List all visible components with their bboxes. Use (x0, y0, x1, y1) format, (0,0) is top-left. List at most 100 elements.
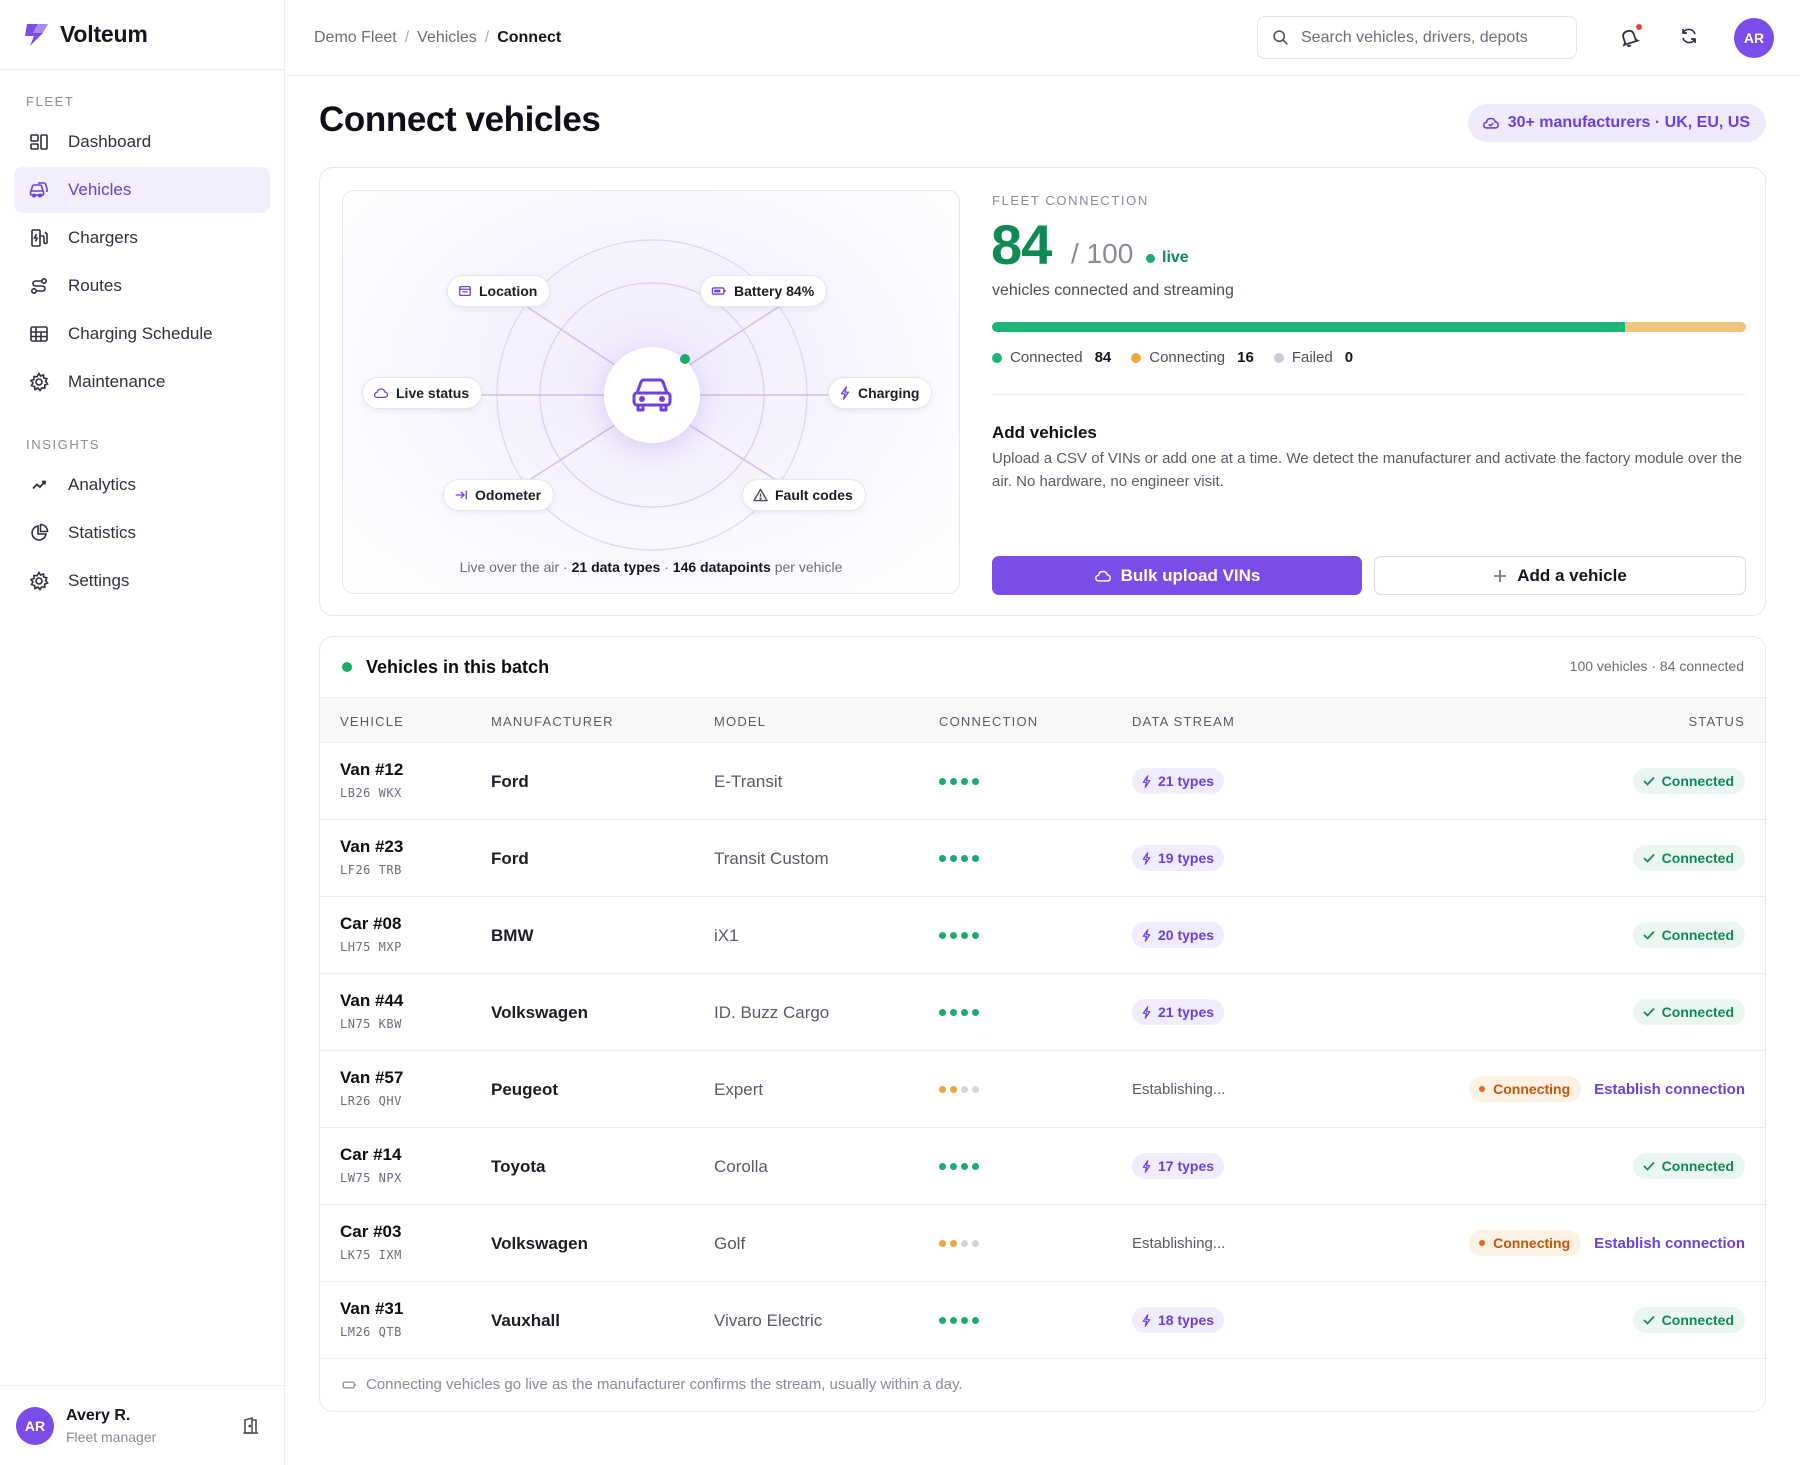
manufacturers-badge-label: 30+ manufacturers · UK, EU, US (1507, 114, 1750, 131)
connected-count: 84 (991, 213, 1052, 276)
settings-icon (28, 570, 50, 592)
status-badge-connecting: Connecting (1469, 1076, 1582, 1102)
breadcrumb-current: Connect (497, 28, 562, 46)
legend-value: 0 (1344, 349, 1354, 366)
sidebar-item-label: Vehicles (68, 180, 132, 199)
caption-mid: · (660, 559, 673, 575)
vehicle-name[interactable]: Car #14 (340, 1145, 402, 1164)
sidebar-item-dashboard[interactable]: Dashboard (14, 119, 270, 165)
signal-dot (939, 1317, 946, 1324)
refresh-button[interactable] (1679, 26, 1703, 50)
signal-dot (950, 778, 957, 785)
connection-signal (939, 1317, 983, 1324)
sidebar-item-routes[interactable]: Routes (14, 263, 270, 309)
table-header: VEHICLE MANUFACTURER MODEL CONNECTION DA… (320, 697, 1765, 743)
vehicle-name[interactable]: Van #31 (340, 1299, 404, 1318)
establish-connection-link[interactable]: Establish connection (1594, 1080, 1745, 1098)
connection-signal (939, 1009, 983, 1016)
user-avatar: AR (16, 1406, 54, 1445)
notifications-button[interactable] (1618, 24, 1642, 50)
column-header-status[interactable]: STATUS (1688, 714, 1745, 729)
signal-dot (961, 1086, 968, 1093)
table-row[interactable]: Van #44 LN75 KBW Volkswagen ID. Buzz Cargo 2… (320, 974, 1765, 1051)
battery-icon (711, 287, 726, 295)
sidebar-item-label: Statistics (68, 523, 137, 542)
vehicle-plate: LF26 TRB (340, 863, 402, 877)
signal-dot (961, 1317, 968, 1324)
column-header-manufacturer[interactable]: MANUFACTURER (491, 714, 614, 729)
chip-label: Fault codes (775, 487, 853, 503)
sidebar-item-analytics[interactable]: Analytics (14, 462, 270, 508)
bulk-upload-button[interactable]: Bulk upload VINs (992, 556, 1362, 595)
analytics-icon (28, 474, 50, 496)
caption-datapoints: 146 datapoints (672, 559, 771, 575)
table-row[interactable]: Car #03 LK75 IXM Volkswagen Golf Establishin… (320, 1205, 1765, 1282)
table-row[interactable]: Car #14 LW75 NPX Toyota Corolla 17 types Conn… (320, 1128, 1765, 1205)
search-box[interactable] (1257, 16, 1577, 59)
breadcrumb-item[interactable]: Vehicles (417, 28, 477, 46)
vehicle-model: ID. Buzz Cargo (714, 1003, 830, 1022)
breadcrumb-separator: / (484, 28, 490, 46)
column-header-model[interactable]: MODEL (714, 714, 767, 729)
logout-door-icon[interactable] (241, 1416, 261, 1436)
vehicle-plate: LW75 NPX (340, 1171, 402, 1185)
sidebar-item-chargers[interactable]: Chargers (14, 215, 270, 261)
account-avatar[interactable]: AR (1734, 18, 1774, 58)
signal-dot (972, 1240, 979, 1247)
vehicle-manufacturer: Ford (491, 849, 529, 868)
table-row[interactable]: Van #12 LB26 WKX Ford E-Transit 21 types Conn… (320, 743, 1765, 820)
signal-dot (961, 855, 968, 862)
table-row[interactable]: Van #31 LM26 QTB Vauxhall Vivaro Electric 18… (320, 1282, 1765, 1359)
vehicle-name[interactable]: Van #12 (340, 760, 404, 779)
brand[interactable]: Volteum (0, 0, 284, 70)
batch-meta: 100 vehicles · 84 connected (1569, 658, 1744, 674)
maintenance-gear-icon (28, 371, 50, 393)
vehicle-name[interactable]: Car #03 (340, 1222, 402, 1241)
column-header-vehicle[interactable]: VEHICLE (340, 714, 405, 729)
upload-cloud-icon (1094, 570, 1111, 582)
signal-dot (950, 1086, 957, 1093)
column-header-connection[interactable]: CONNECTION (939, 714, 1039, 729)
batch-header: Vehicles in this batch 100 vehicles · 84… (320, 637, 1765, 697)
diagram-caption: Live over the air · 21 data types · 146 … (343, 559, 959, 575)
sidebar-item-charging-schedule[interactable]: Charging Schedule (14, 311, 270, 357)
vehicle-model: Expert (714, 1080, 764, 1099)
status-label: Connected (1661, 927, 1734, 943)
search-input[interactable] (1301, 28, 1561, 47)
table-row[interactable]: Van #23 LF26 TRB Ford Transit Custom 19 type… (320, 820, 1765, 897)
establish-connection-link[interactable]: Establish connection (1594, 1234, 1745, 1252)
vehicle-name[interactable]: Van #44 (340, 991, 404, 1010)
status-label: Connecting (1493, 1081, 1571, 1097)
add-vehicle-button[interactable]: Add a vehicle (1374, 556, 1746, 595)
user-profile[interactable]: AR Avery R. Fleet manager (0, 1385, 285, 1465)
nav-heading-fleet: FLEET (26, 94, 75, 109)
sidebar-item-statistics[interactable]: Statistics (14, 510, 270, 556)
vehicle-name[interactable]: Car #08 (340, 914, 402, 933)
sidebar-item-vehicles[interactable]: Vehicles (14, 167, 270, 213)
chip-odometer: Odometer (443, 479, 555, 511)
vehicle-name[interactable]: Van #23 (340, 837, 404, 856)
vehicle-name[interactable]: Van #57 (340, 1068, 404, 1087)
odometer-icon (455, 490, 467, 500)
breadcrumb-item[interactable]: Demo Fleet (314, 28, 397, 46)
signal-dot (939, 1240, 946, 1247)
bolt-icon (1142, 851, 1151, 865)
schedule-icon (28, 323, 50, 345)
signal-dot (972, 778, 979, 785)
table-row[interactable]: Car #08 LH75 MXP BMW iX1 20 types Connected (320, 897, 1765, 974)
vehicle-model: iX1 (714, 926, 739, 945)
caption-data-types: 21 data types (571, 559, 661, 575)
chip-label: Charging (858, 385, 920, 401)
check-icon (1643, 930, 1655, 940)
sidebar-item-settings[interactable]: Settings (14, 558, 270, 604)
table-row[interactable]: Van #57 LR26 QHV Peugeot Expert Establishing… (320, 1051, 1765, 1128)
connection-signal (939, 778, 983, 785)
vehicle-manufacturer: Volkswagen (491, 1003, 588, 1022)
progress-connecting-segment (1625, 322, 1746, 332)
sidebar-item-maintenance[interactable]: Maintenance (14, 359, 270, 405)
signal-dot (961, 932, 968, 939)
column-header-data-stream[interactable]: DATA STREAM (1132, 714, 1236, 729)
signal-dot (961, 1240, 968, 1247)
status-label: Connected (1661, 850, 1734, 866)
telemetry-diagram: Location Battery 84% Live status Chargin… (342, 190, 960, 594)
